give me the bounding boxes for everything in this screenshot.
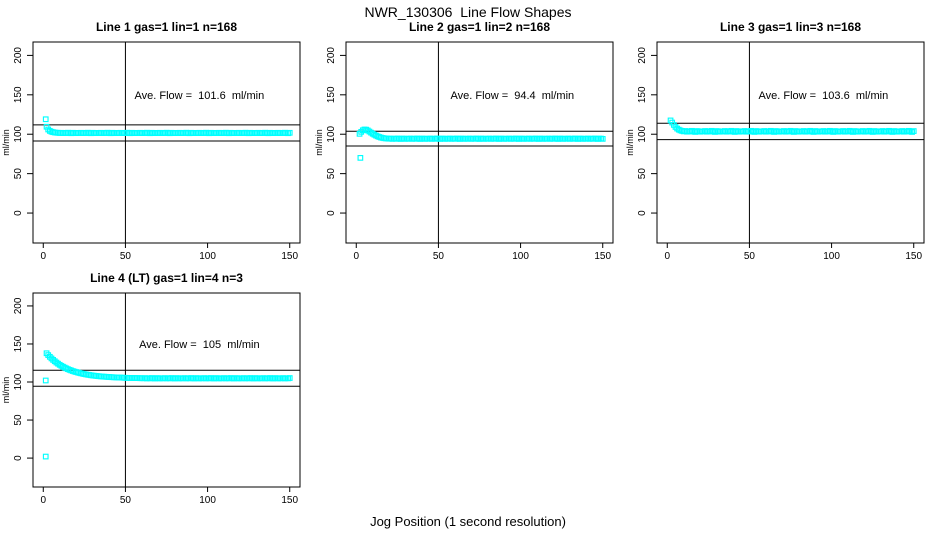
plot-frame (656, 41, 925, 244)
y-tick-label: 100 (13, 373, 24, 390)
x-tick-label: 100 (199, 495, 216, 506)
y-axis-label: ml/min (1, 129, 11, 156)
data-point (132, 375, 139, 381)
y-tick-label: 0 (637, 210, 648, 216)
y-tick-label: 150 (637, 86, 648, 103)
plot-frame (32, 292, 301, 488)
y-tick-label: 100 (13, 125, 24, 142)
x-tick-label: 50 (120, 251, 132, 262)
subplot-title-line1: Line 1 gas=1 lin=1 n=168 (95, 20, 238, 34)
plot-axes: 0 50 100 150 0 50 100 150 200 (13, 292, 301, 506)
figure-title: NWR_130306 Line Flow Shapes (364, 4, 572, 20)
y-tick-label: 150 (13, 86, 24, 103)
y-tick-label: 50 (13, 414, 24, 426)
subplot-title-line2: Line 2 gas=1 lin=2 n=168 (408, 20, 551, 34)
y-axis-label: ml/min (314, 129, 324, 156)
x-tick-label: 50 (744, 251, 756, 262)
x-tick-label: 0 (40, 251, 46, 262)
y-tick-label: 100 (637, 125, 648, 142)
subplot-title-line3: Line 3 gas=1 lin=3 n=168 (719, 20, 862, 34)
data-point (42, 453, 49, 460)
y-tick-label: 200 (637, 47, 648, 64)
x-tick-label: 100 (512, 251, 529, 262)
x-tick-label: 150 (905, 251, 922, 262)
data-point (138, 375, 145, 382)
x-tick-label: 0 (40, 495, 46, 506)
x-tick-label: 0 (664, 251, 670, 262)
x-tick-label: 150 (594, 251, 611, 262)
data-point (286, 129, 293, 136)
y-tick-label: 200 (326, 47, 337, 64)
y-tick-label: 150 (326, 86, 337, 103)
x-tick-label: 0 (353, 251, 359, 262)
data-point (42, 116, 49, 123)
x-axis-caption: Jog Position (1 second resolution) (370, 514, 566, 529)
subplot-title-line4: Line 4 (LT) gas=1 lin=4 n=3 (90, 271, 243, 285)
x-tick-label: 50 (120, 495, 132, 506)
y-tick-label: 200 (13, 297, 24, 314)
plot-points (42, 350, 293, 460)
plot-points (667, 117, 917, 135)
plot-frame (32, 41, 301, 244)
plot-line3: 0 50 100 150 0 50 100 150 200 Ave. Flow = 103.6 … (625, 41, 925, 262)
data-point (125, 375, 132, 381)
y-tick-label: 0 (13, 210, 24, 216)
ave-flow-label: Ave. Flow = 105 ml/min (139, 339, 260, 351)
y-tick-label: 150 (13, 335, 24, 352)
ave-flow-label: Ave. Flow = 101.6 ml/min (135, 90, 265, 102)
data-point (134, 375, 140, 382)
plot-points (42, 116, 293, 137)
subplot-line1: Line 1 gas=1 lin=1 n=168 0 50 100 150 0 50 100… (0, 20, 312, 265)
plot-frame (345, 41, 614, 244)
subplot-line3: Line 3 gas=1 lin=3 n=168 0 50 100 150 0 50 100… (624, 20, 936, 265)
data-point (42, 377, 49, 384)
x-tick-label: 100 (199, 251, 216, 262)
data-point (909, 129, 915, 135)
data-point (910, 128, 917, 134)
y-tick-label: 0 (326, 210, 337, 216)
plot-points (356, 126, 606, 161)
data-point (357, 154, 364, 161)
x-tick-label: 150 (281, 251, 298, 262)
x-tick-label: 150 (281, 495, 298, 506)
plot-line4: 0 50 100 150 0 50 100 150 200 Ave. Flow = 105 ml… (1, 292, 301, 506)
plot-axes: 0 50 100 150 0 50 100 150 200 (13, 41, 301, 262)
subplot-line4: Line 4 (LT) gas=1 lin=4 n=3 0 50 100 150 0 50… (0, 271, 312, 509)
data-point (129, 375, 135, 381)
plot-line2: 0 50 100 150 0 50 100 150 200 Ave. Flow = 94.4 m… (314, 41, 614, 262)
plot-axes: 0 50 100 150 0 50 100 150 200 (637, 41, 925, 262)
y-axis-label: ml/min (1, 377, 11, 404)
data-point (137, 375, 144, 382)
data-point (135, 375, 142, 382)
plot-line1: 0 50 100 150 0 50 100 150 200 Ave. Flow = 101.6 … (1, 41, 301, 262)
data-point (599, 135, 606, 142)
y-tick-label: 200 (13, 47, 24, 64)
y-tick-label: 50 (326, 168, 337, 180)
y-tick-label: 50 (637, 168, 648, 180)
data-point (130, 375, 137, 381)
data-point (46, 353, 53, 360)
y-tick-label: 100 (326, 125, 337, 142)
ave-flow-label: Ave. Flow = 103.6 ml/min (759, 90, 889, 102)
y-tick-label: 0 (13, 455, 24, 461)
plot-axes: 0 50 100 150 0 50 100 150 200 (326, 41, 614, 262)
y-tick-label: 50 (13, 168, 24, 180)
x-tick-label: 100 (823, 251, 840, 262)
data-point (286, 375, 293, 381)
x-tick-label: 50 (433, 251, 445, 262)
subplot-line2: Line 2 gas=1 lin=2 n=168 0 50 100 150 0 50 100… (313, 20, 625, 265)
y-axis-label: ml/min (625, 129, 635, 156)
ave-flow-label: Ave. Flow = 94.4 ml/min (451, 90, 575, 102)
